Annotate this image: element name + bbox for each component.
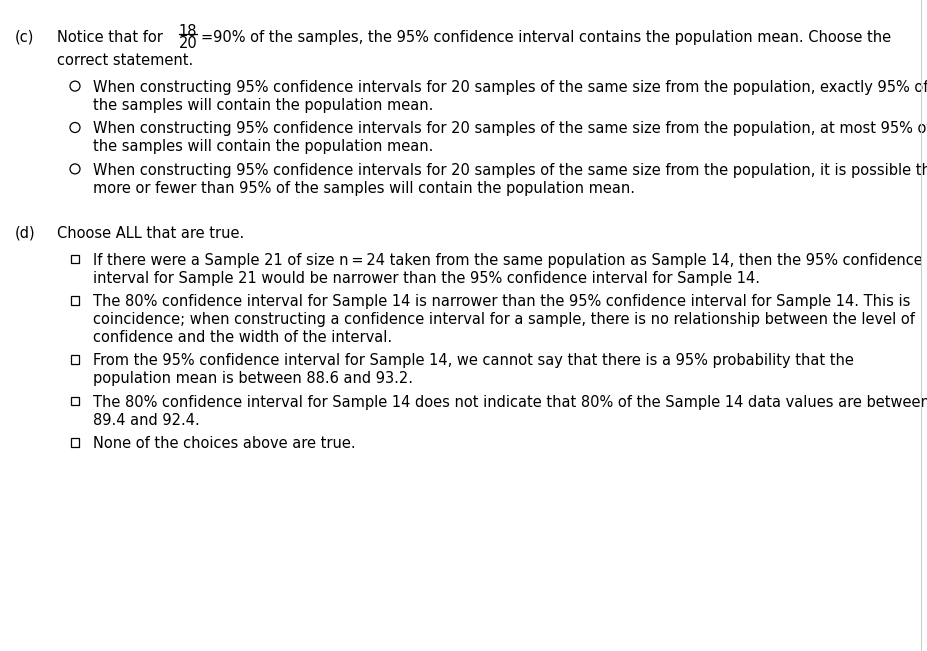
- Text: None of the choices above are true.: None of the choices above are true.: [93, 436, 356, 451]
- Text: the samples will contain the population mean.: the samples will contain the population …: [93, 139, 434, 154]
- Text: coincidence; when constructing a confidence interval for a sample, there is no r: coincidence; when constructing a confide…: [93, 312, 915, 327]
- Text: (c): (c): [15, 30, 34, 45]
- Text: correct statement.: correct statement.: [57, 53, 193, 68]
- Text: If there were a Sample 21 of size n = 24 taken from the same population as Sampl: If there were a Sample 21 of size n = 24…: [93, 253, 922, 268]
- Text: 20: 20: [179, 36, 197, 51]
- Text: When constructing 95% confidence intervals for 20 samples of the same size from : When constructing 95% confidence interva…: [93, 80, 927, 95]
- Text: Notice that for: Notice that for: [57, 30, 168, 45]
- Text: The 80% confidence interval for Sample 14 is narrower than the 95% confidence in: The 80% confidence interval for Sample 1…: [93, 294, 910, 309]
- Text: From the 95% confidence interval for Sample 14, we cannot say that there is a 95: From the 95% confidence interval for Sam…: [93, 353, 854, 368]
- Text: 89.4 and 92.4.: 89.4 and 92.4.: [93, 413, 199, 428]
- Text: confidence and the width of the interval.: confidence and the width of the interval…: [93, 330, 392, 345]
- Text: The 80% confidence interval for Sample 14 does not indicate that 80% of the Samp: The 80% confidence interval for Sample 1…: [93, 395, 927, 409]
- Text: =90% of the samples, the 95% confidence interval contains the population mean. C: =90% of the samples, the 95% confidence …: [201, 30, 891, 45]
- Text: When constructing 95% confidence intervals for 20 samples of the same size from : When constructing 95% confidence interva…: [93, 121, 927, 136]
- Text: interval for Sample 21 would be narrower than the 95% confidence interval for Sa: interval for Sample 21 would be narrower…: [93, 271, 760, 286]
- Text: more or fewer than 95% of the samples will contain the population mean.: more or fewer than 95% of the samples wi…: [93, 180, 635, 195]
- Text: 18: 18: [179, 24, 197, 39]
- Text: population mean is between 88.6 and 93.2.: population mean is between 88.6 and 93.2…: [93, 372, 413, 387]
- Text: (d): (d): [15, 226, 35, 241]
- Text: When constructing 95% confidence intervals for 20 samples of the same size from : When constructing 95% confidence interva…: [93, 163, 927, 178]
- Text: the samples will contain the population mean.: the samples will contain the population …: [93, 98, 434, 113]
- Text: Choose ALL that are true.: Choose ALL that are true.: [57, 226, 244, 241]
